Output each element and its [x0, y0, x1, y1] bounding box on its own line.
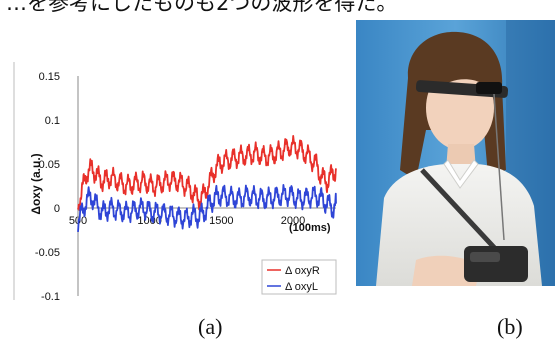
hair-fringe: [426, 59, 497, 94]
x-tick-label: 1500: [209, 215, 233, 227]
y-tick-label: 0.15: [39, 71, 60, 83]
neck: [446, 144, 476, 170]
caption-a: (a): [198, 314, 223, 339]
y-tick-label: 0: [54, 203, 60, 215]
x-tick-label: 2000: [281, 215, 305, 227]
series-line-oxyr: [77, 134, 337, 212]
sensor-cable: [493, 93, 505, 241]
series-layer: [77, 134, 337, 232]
legend-label-oxyl: Δ oxyL: [285, 281, 318, 293]
hands: [412, 255, 480, 286]
x-axis-unit-label: (100ms): [289, 222, 331, 234]
oxy-chart: 0.15 0.1 0.05 0 -0.05 -0.1 500 1000 1500 2000 Δo…: [13, 62, 337, 300]
y-axis-label: Δoxy (a.u.): [29, 153, 43, 214]
caption-b: (b): [497, 314, 523, 339]
device-pouch-highlight: [470, 252, 500, 262]
header-text: …を参考にしたものも2つの波形を得た。: [6, 0, 398, 15]
photo-illustration: [356, 20, 555, 286]
legend-label-oxyr: Δ oxyR: [285, 265, 320, 277]
shoulder-strap: [420, 168, 504, 258]
y-tick-label: 0.1: [45, 115, 60, 127]
device-pouch: [464, 246, 528, 282]
y-tick-label: -0.1: [41, 291, 60, 300]
headband-sensor: [476, 82, 502, 94]
y-tick-label: -0.05: [35, 247, 60, 259]
shirt-collar: [443, 159, 479, 189]
chart-canvas: 0.150.10.050-0.05-0.1 500 1000 1500 2000 Δo…: [13, 62, 337, 300]
series-line-oxyl: [77, 183, 337, 232]
person-with-headband-photo: [356, 20, 555, 286]
chart-legend: Δ oxyR Δ oxyL: [261, 259, 337, 295]
x-tick-label: 1000: [137, 215, 161, 227]
legend-box: [261, 259, 337, 295]
y-tick-label: 0.05: [39, 159, 60, 171]
y-tick-labels: 0.15 0.1 0.05 0 -0.05 -0.1: [35, 71, 60, 300]
